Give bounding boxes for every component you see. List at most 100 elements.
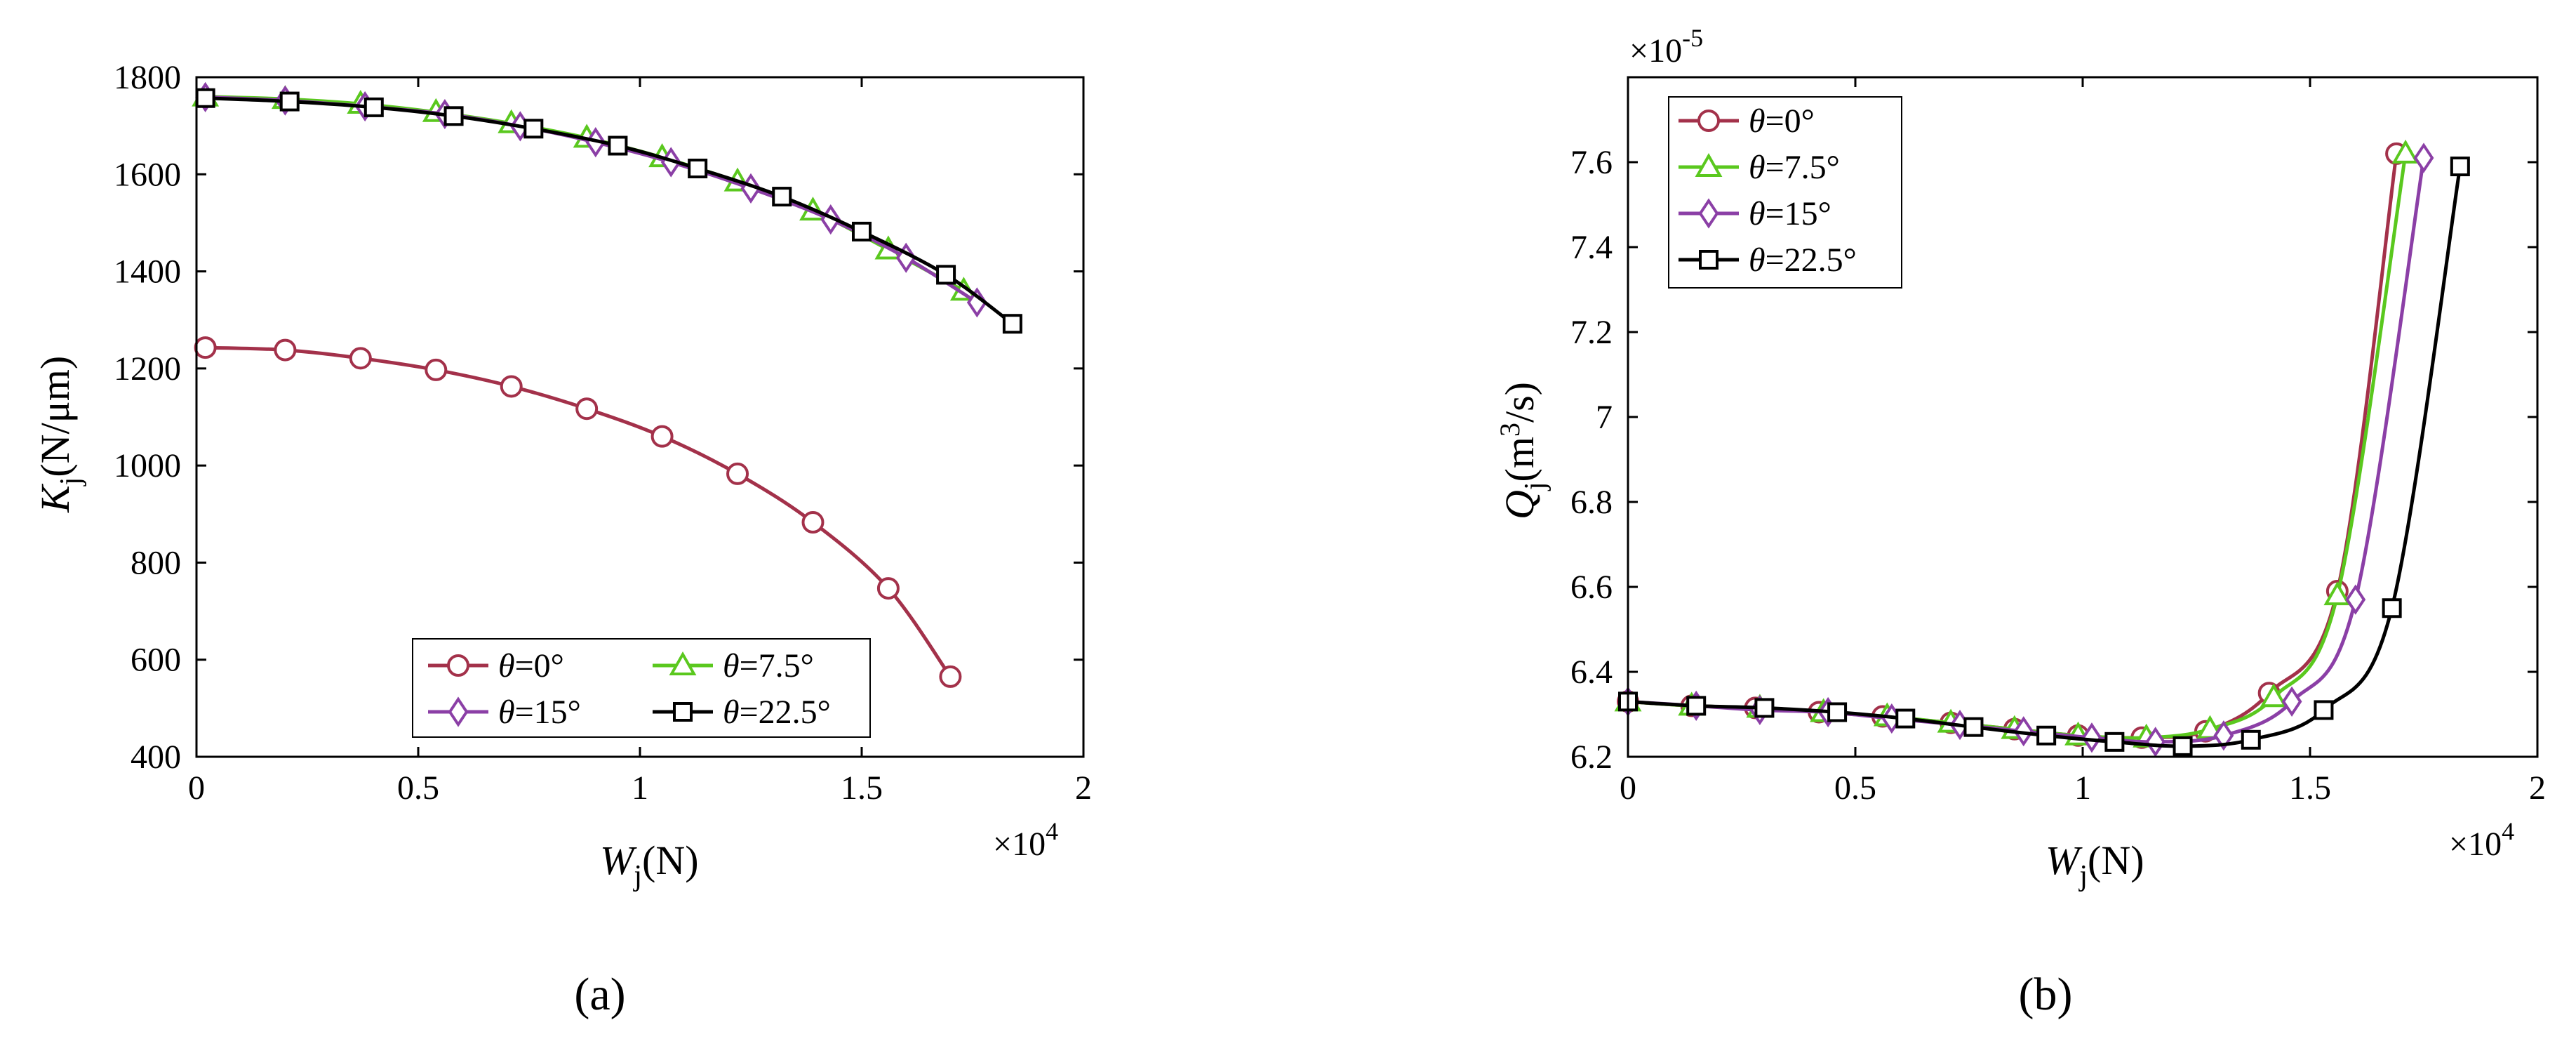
data-point: [2036, 725, 2057, 746]
legend-label: θ=15°: [498, 694, 581, 731]
data-point: [195, 88, 215, 108]
legend-item--22-5: θ=22.5°: [653, 694, 831, 731]
data-point: [2260, 683, 2288, 708]
data-point: [2391, 139, 2420, 164]
data-point: [2145, 727, 2166, 757]
data-point: [2281, 686, 2302, 717]
data-point: [274, 338, 297, 362]
data-point: [2081, 722, 2102, 753]
data-point: [852, 221, 872, 241]
y-tick-label: 1000: [114, 447, 181, 484]
x-tick-label: 1.5: [2289, 769, 2331, 807]
y-tick-label: 400: [131, 739, 181, 776]
legend-marker: [1695, 152, 1723, 177]
x-tick-label: 0: [1620, 769, 1636, 807]
x-tick-label: 2: [2529, 769, 2546, 807]
legend-label: θ=15°: [1749, 195, 1831, 232]
y-tick-label: 600: [131, 642, 181, 679]
data-point: [194, 336, 217, 359]
y-axis-title: Qj(m3/s): [1494, 382, 1551, 519]
legend-label: θ=0°: [1749, 102, 1815, 140]
data-point: [688, 158, 708, 178]
data-point: [2104, 731, 2125, 752]
plot-area: [1627, 76, 2539, 758]
x-tick-label: 1: [2074, 769, 2091, 807]
y-tick-label: 1600: [114, 156, 181, 193]
data-point: [608, 135, 628, 156]
y-tick-label: 7: [1596, 399, 1613, 436]
panel-label: (a): [574, 969, 625, 1020]
data-point: [2345, 584, 2366, 615]
flow-rate-chart: 0 0.5 1 1.5 26.26.46.66.877.27.47.6 Wj(N) Qj…: [1494, 24, 2546, 1020]
data-point: [966, 287, 987, 318]
data-point: [523, 119, 544, 139]
data-point: [2314, 700, 2334, 720]
y-tick-label: 7.2: [1570, 314, 1613, 351]
x-tick-label: 0.5: [1834, 769, 1876, 807]
data-point: [1963, 717, 1984, 737]
data-point: [2382, 598, 2402, 618]
legend-label: θ=7.5°: [1749, 149, 1840, 186]
legend-item--0: θ=0°: [1679, 102, 1815, 140]
x-tick-label: 1.5: [841, 769, 883, 807]
data-point: [1754, 698, 1775, 718]
legend-marker: [673, 702, 693, 722]
data-point: [650, 425, 674, 448]
data-point: [2213, 720, 2234, 751]
legend-marker: [1698, 198, 1719, 229]
y-tick-label: 6.4: [1570, 654, 1613, 691]
legend-label: θ=7.5°: [723, 647, 814, 684]
legend: θ=0° θ=7.5° θ=15° θ=22.5°: [412, 638, 871, 738]
data-point: [279, 91, 300, 112]
x-tick-label: 1: [632, 769, 648, 807]
data-point: [876, 577, 900, 600]
legend-marker: [1697, 110, 1720, 132]
legend-item--7-5: θ=7.5°: [653, 647, 814, 684]
legend-marker: [448, 696, 469, 727]
data-point: [2413, 143, 2434, 173]
legend-item--22-5: θ=22.5°: [1679, 241, 1857, 279]
series--22-5: [1618, 157, 2470, 756]
legend-item--0: θ=0°: [428, 647, 564, 684]
data-point: [801, 511, 825, 534]
y-tick-label: 1400: [114, 253, 181, 291]
legend-box: [412, 638, 871, 738]
legend-label: θ=22.5°: [1749, 241, 1857, 279]
data-point: [1895, 708, 1916, 729]
legend-label: θ=22.5°: [723, 694, 831, 731]
y-tick-label: 1200: [114, 350, 181, 388]
y-tick-label: 7.4: [1570, 229, 1613, 266]
y-tick-label: 6.2: [1570, 739, 1613, 776]
data-point: [363, 97, 384, 117]
x-tick-label: 0: [188, 769, 205, 807]
data-point: [726, 462, 749, 485]
x-tick-label: 0.5: [397, 769, 439, 807]
legend-item--7-5: θ=7.5°: [1679, 149, 1840, 186]
data-point: [1686, 696, 1707, 716]
data-point: [500, 375, 523, 398]
data-point: [443, 106, 464, 126]
series--22-5: [195, 88, 1022, 334]
plot-area: [195, 76, 1085, 758]
x-tick-label: 2: [1075, 769, 1092, 807]
data-point: [2241, 729, 2261, 750]
y-tick-label: 1800: [114, 59, 181, 96]
data-point: [2173, 736, 2193, 756]
y-tick-label: 7.6: [1570, 144, 1613, 181]
data-point: [425, 358, 448, 381]
y-tick-label: 800: [131, 544, 181, 581]
legend-marker: [1699, 250, 1719, 270]
data-point: [939, 665, 962, 688]
data-point: [575, 397, 599, 421]
y-tick-label: 6.8: [1570, 484, 1613, 521]
panel-label: (b): [2019, 969, 2073, 1020]
y-tick-label: 6.6: [1570, 569, 1613, 606]
data-point: [349, 347, 372, 370]
data-point: [1827, 702, 1848, 722]
legend-marker: [669, 651, 697, 675]
data-point: [936, 265, 956, 285]
data-point: [2323, 581, 2351, 606]
data-point: [2450, 157, 2470, 177]
